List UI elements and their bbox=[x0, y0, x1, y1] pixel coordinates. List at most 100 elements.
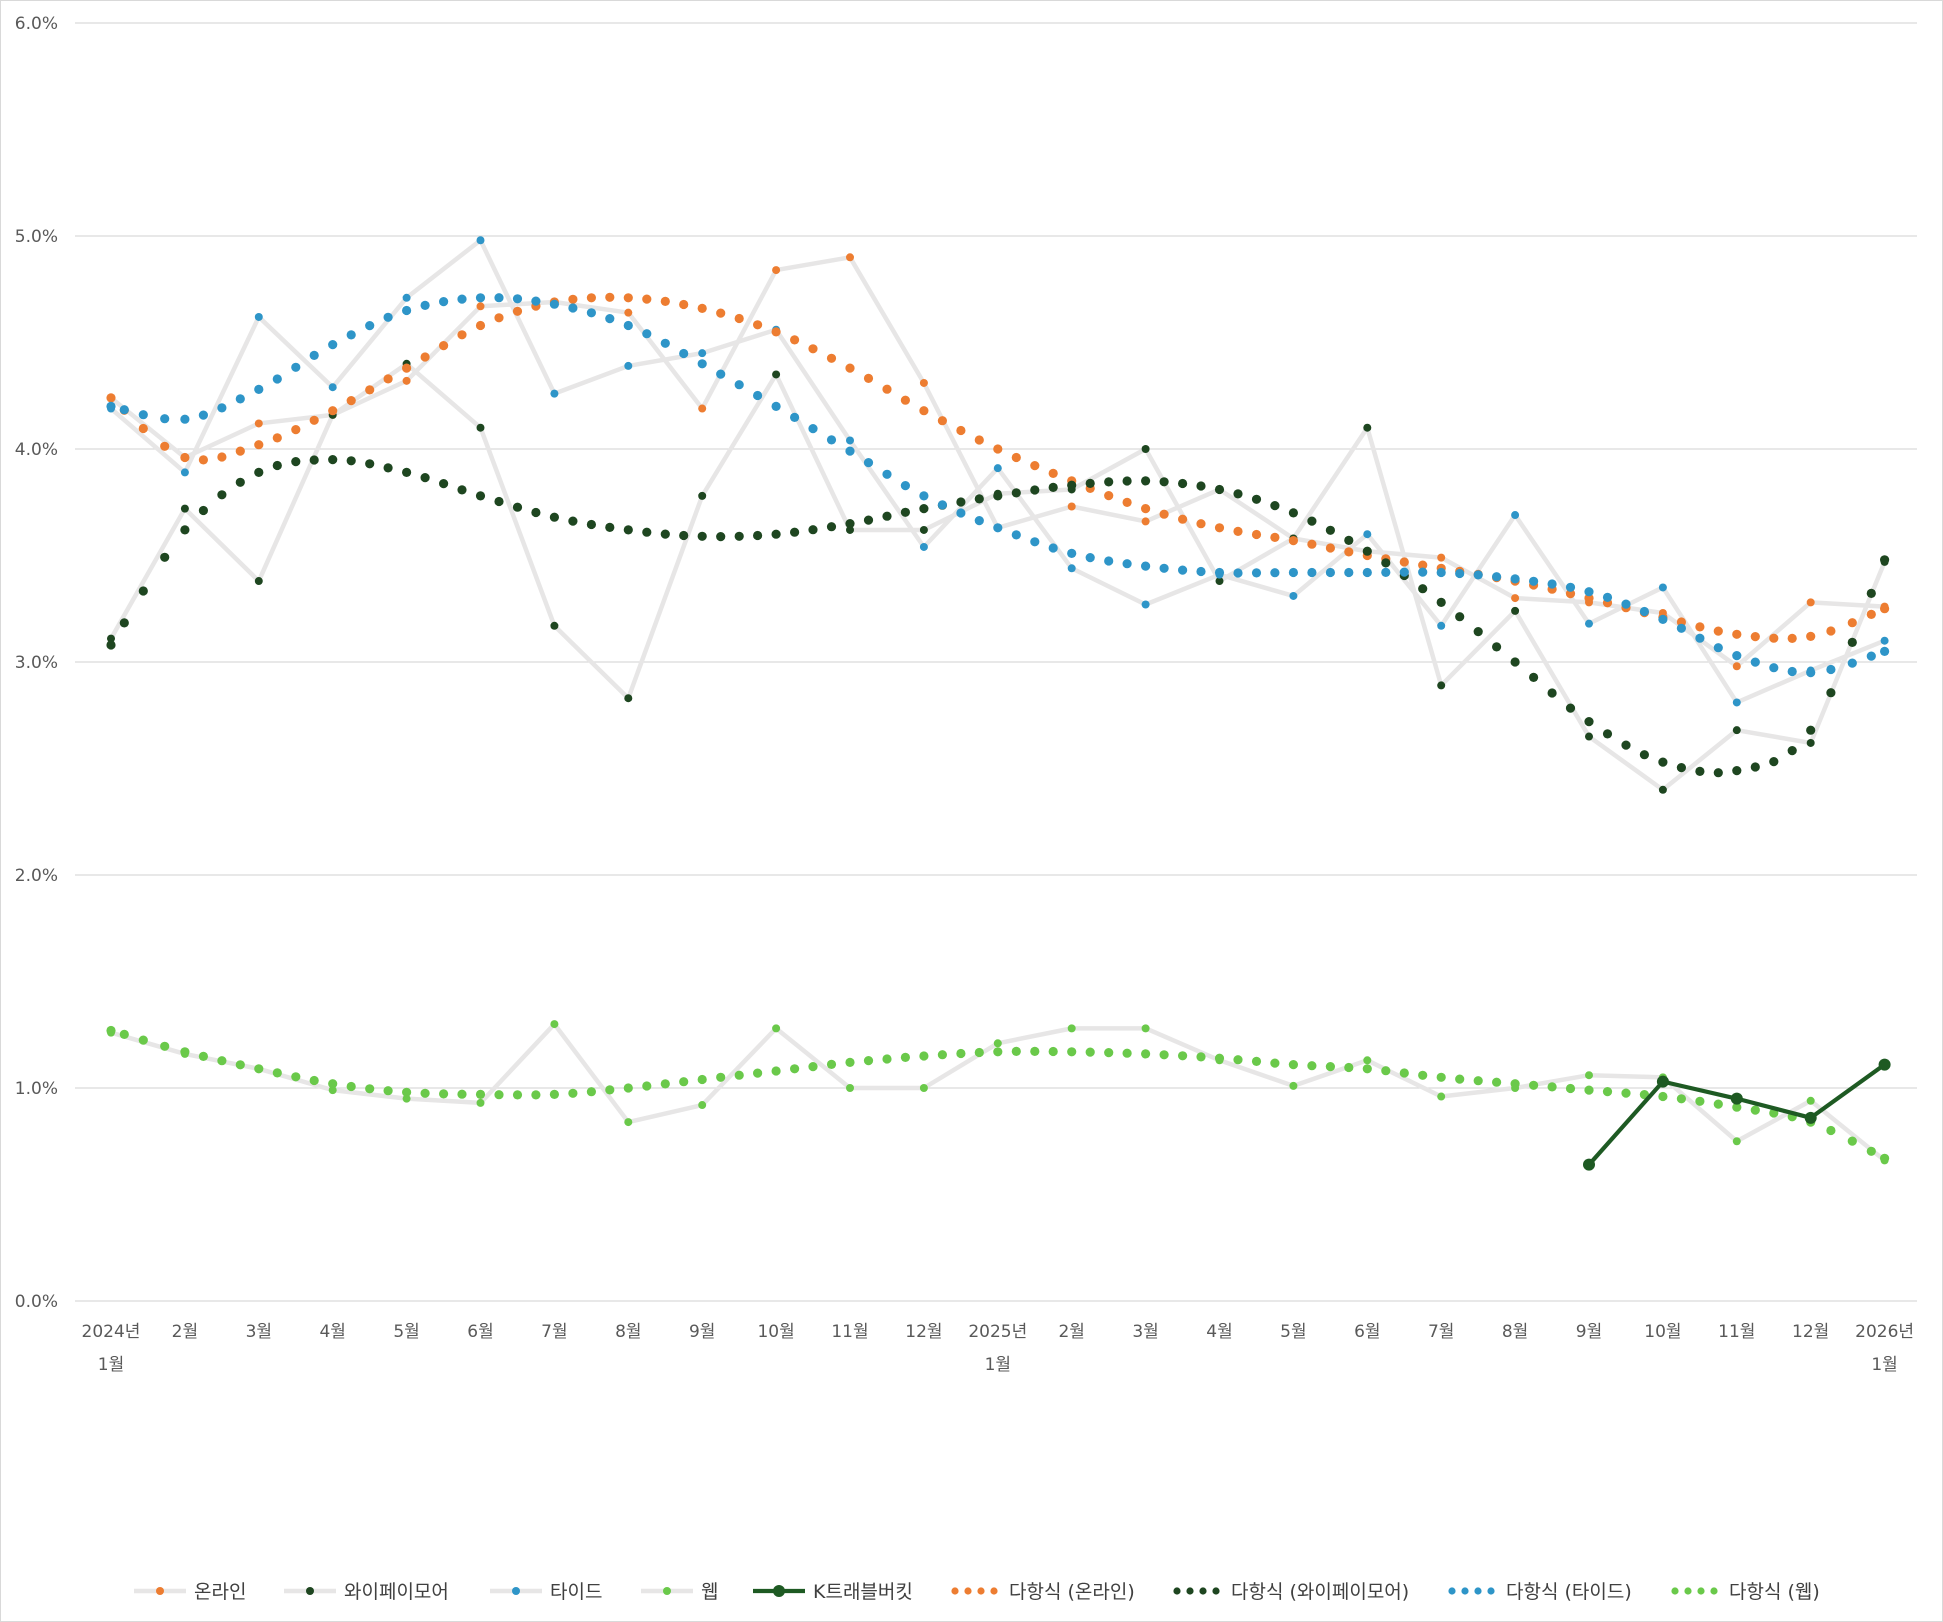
x-tick-label: 12월 bbox=[1792, 1322, 1829, 1342]
trend-dot bbox=[512, 1090, 523, 1100]
x-tick-label: 10월 bbox=[757, 1322, 794, 1342]
trend-dot bbox=[1418, 1070, 1428, 1080]
trend-dot bbox=[1826, 626, 1836, 636]
trend-dot bbox=[1880, 604, 1890, 614]
trend-dot bbox=[235, 446, 245, 456]
trend-dot bbox=[937, 500, 948, 510]
trend-dot bbox=[1769, 633, 1779, 643]
trend-dot bbox=[420, 352, 430, 362]
data-point bbox=[1880, 636, 1889, 645]
legend-swatch-dot bbox=[1448, 1587, 1456, 1595]
trend-dot bbox=[119, 405, 129, 415]
trend-dot bbox=[1866, 609, 1876, 620]
trend-dot bbox=[1787, 633, 1797, 644]
data-point bbox=[919, 1084, 928, 1092]
trend-dot bbox=[1492, 642, 1502, 652]
x-tick-label: 7월 bbox=[1428, 1322, 1454, 1342]
trend-dot bbox=[106, 1025, 116, 1036]
trend-dot bbox=[272, 374, 282, 384]
trend-dot bbox=[1399, 1068, 1409, 1078]
data-point bbox=[1732, 726, 1741, 735]
trend-dot bbox=[272, 433, 282, 443]
legend-swatch-dot bbox=[1710, 1587, 1718, 1595]
trend-dot bbox=[1251, 529, 1262, 540]
trend-dot bbox=[623, 320, 633, 331]
legend-item[interactable]: 온라인 bbox=[134, 1581, 246, 1603]
trend-dot bbox=[790, 335, 800, 345]
legend-item[interactable]: 웹 bbox=[641, 1581, 718, 1603]
trend-dot bbox=[383, 374, 393, 384]
trend-dot bbox=[753, 320, 763, 330]
legend-label: 온라인 bbox=[194, 1581, 246, 1603]
trend-dot bbox=[679, 299, 689, 310]
data-point bbox=[1585, 619, 1593, 628]
trend-dot bbox=[1288, 567, 1298, 578]
data-point bbox=[1658, 583, 1667, 592]
trend-dot bbox=[1011, 488, 1021, 498]
trend-dot bbox=[568, 303, 578, 313]
trend-dot bbox=[1510, 1079, 1520, 1089]
trend-dot bbox=[1639, 750, 1649, 760]
trend-dot bbox=[346, 396, 356, 406]
legend-item[interactable]: 다항식 (온라인) bbox=[951, 1581, 1135, 1603]
trend-dot bbox=[180, 1047, 190, 1057]
trend-dot bbox=[808, 424, 818, 434]
y-tick-label: 0.0% bbox=[15, 1292, 58, 1312]
trend-dot bbox=[1750, 632, 1760, 642]
data-point bbox=[624, 694, 633, 703]
trend-dot bbox=[1307, 539, 1317, 549]
x-tick-label: 2월 bbox=[172, 1322, 198, 1342]
trend-dot bbox=[235, 394, 245, 404]
trend-dot bbox=[1159, 477, 1169, 487]
legend-swatch-dot bbox=[1697, 1587, 1705, 1595]
x-tick-label: 6월 bbox=[1354, 1322, 1380, 1342]
legend-item[interactable]: 다항식 (타이드) bbox=[1448, 1581, 1632, 1603]
trend-dot bbox=[106, 401, 116, 411]
trend-dot bbox=[1270, 568, 1280, 578]
data-point bbox=[1141, 600, 1150, 609]
legend-item[interactable]: 다항식 (와이페이모어) bbox=[1173, 1581, 1409, 1603]
legend-swatch-dot bbox=[951, 1587, 959, 1595]
trend-dot bbox=[1806, 725, 1816, 735]
trend-dot bbox=[475, 320, 486, 331]
trend-dot bbox=[531, 507, 541, 518]
legend-item[interactable]: 다항식 (웹) bbox=[1671, 1581, 1820, 1603]
trend-dot bbox=[1048, 468, 1058, 478]
trend-dot bbox=[217, 403, 227, 413]
trend-dot bbox=[1122, 497, 1132, 507]
trend-dot bbox=[1695, 633, 1705, 643]
trend-dot bbox=[753, 390, 763, 401]
data-point bbox=[624, 361, 633, 370]
trend-dot bbox=[1196, 481, 1206, 491]
trend-dot bbox=[716, 308, 726, 318]
trend-dot bbox=[1122, 1048, 1132, 1058]
trend-dot bbox=[845, 1057, 855, 1067]
trend-dot bbox=[568, 1088, 578, 1098]
trend-dot bbox=[1866, 651, 1876, 661]
legend-item[interactable]: 와이페이모어 bbox=[284, 1581, 449, 1603]
trend-dot bbox=[254, 440, 264, 450]
trend-dot bbox=[1732, 651, 1742, 661]
trend-dot bbox=[845, 519, 855, 529]
trend-dot bbox=[697, 531, 707, 541]
data-point bbox=[180, 468, 189, 477]
trend-dot bbox=[1030, 485, 1040, 495]
trend-dot bbox=[475, 293, 486, 303]
legend-item[interactable]: 타이드 bbox=[490, 1581, 602, 1603]
legend-item[interactable]: K트래블버킷 bbox=[753, 1581, 913, 1603]
trend-dot bbox=[1787, 666, 1797, 677]
legend-swatch-dot bbox=[977, 1587, 985, 1595]
data-point bbox=[1585, 732, 1593, 741]
trend-dot bbox=[660, 296, 670, 306]
trend-dot bbox=[1011, 1046, 1021, 1056]
trend-dot bbox=[328, 455, 338, 465]
trend-dot bbox=[420, 1088, 430, 1098]
trend-dot bbox=[660, 1079, 670, 1089]
series-line-와이페이모어 bbox=[109, 361, 1887, 793]
data-point bbox=[1437, 553, 1446, 562]
trend-dot bbox=[1270, 532, 1280, 543]
data-point bbox=[846, 436, 854, 445]
legend: 온라인 와이페이모어 타이드 웹 K트래블버킷 다항식 (온라인) 다항식 (와이페이모어)… bbox=[134, 1581, 1820, 1603]
trend-dot bbox=[1030, 461, 1040, 471]
data-point bbox=[698, 349, 707, 358]
